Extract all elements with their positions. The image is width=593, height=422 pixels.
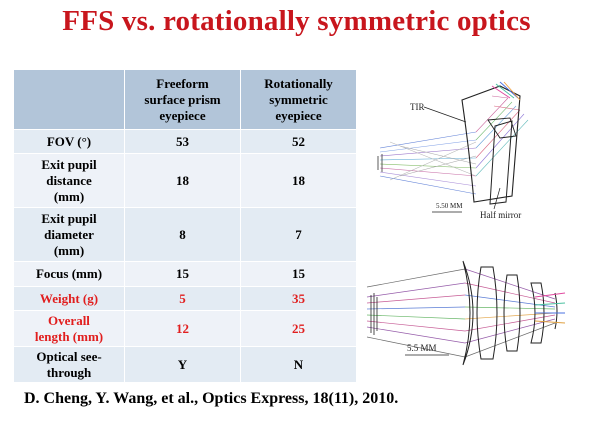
row-label-text: Exit pupil distance (mm) bbox=[41, 156, 97, 204]
cell-freeform: 53 bbox=[124, 129, 241, 154]
rotational-eyepiece-svg: 5.5 MM bbox=[366, 260, 566, 366]
header-rotational-text: Rotationally symmetric eyepiece bbox=[264, 75, 333, 123]
cell-rotational: 18 bbox=[240, 153, 357, 208]
row-label-text: Focus (mm) bbox=[35, 266, 103, 281]
table-row: Exit pupil diameter (mm) 8 7 bbox=[13, 207, 357, 262]
cell-freeform: 18 bbox=[124, 153, 241, 208]
header-cell-freeform: Freeform surface prism eyepiece bbox=[124, 69, 241, 130]
cell-rotational: 15 bbox=[240, 261, 357, 287]
row-label: Exit pupil distance (mm) bbox=[13, 153, 125, 208]
row-label-text: Optical see- through bbox=[36, 348, 102, 380]
cell-rotational: 7 bbox=[240, 207, 357, 262]
freeform-prism-diagram: TIR Half mirror 5.50 MM bbox=[370, 76, 588, 236]
cell-freeform: 12 bbox=[124, 310, 241, 347]
row-label: FOV (°) bbox=[13, 129, 125, 154]
cell-rotational: 52 bbox=[240, 129, 357, 154]
cell-freeform: 8 bbox=[124, 207, 241, 262]
scale-label-top: 5.50 MM bbox=[436, 202, 463, 210]
row-label: Optical see- through bbox=[13, 346, 125, 383]
freeform-prism-svg: TIR Half mirror 5.50 MM bbox=[377, 81, 529, 220]
row-label-text: Exit pupil diameter (mm) bbox=[41, 210, 97, 258]
cell-freeform: Y bbox=[124, 346, 241, 383]
tir-label: TIR bbox=[410, 102, 425, 112]
row-label-text: FOV (°) bbox=[46, 133, 92, 149]
half-mirror-label: Half mirror bbox=[480, 210, 521, 220]
rotational-eyepiece-diagram: 5.5 MM bbox=[365, 253, 590, 371]
cell-freeform: 5 bbox=[124, 286, 241, 311]
row-label-text: Overall length (mm) bbox=[34, 312, 104, 344]
table-row: Weight (g) 5 35 bbox=[13, 286, 357, 311]
cell-rotational: N bbox=[240, 346, 357, 383]
row-label: Overall length (mm) bbox=[13, 310, 125, 347]
row-label: Exit pupil diameter (mm) bbox=[13, 207, 125, 262]
citation: D. Cheng, Y. Wang, et al., Optics Expres… bbox=[24, 390, 399, 407]
scale-label-bottom: 5.5 MM bbox=[407, 343, 437, 353]
header-cell-rotational: Rotationally symmetric eyepiece bbox=[240, 69, 357, 130]
table-row: Optical see- through Y N bbox=[13, 346, 357, 383]
table-row: Exit pupil distance (mm) 18 18 bbox=[13, 153, 357, 208]
table-row: Focus (mm) 15 15 bbox=[13, 261, 357, 287]
row-label: Focus (mm) bbox=[13, 261, 125, 287]
table-row: Overall length (mm) 12 25 bbox=[13, 310, 357, 347]
table-header-row: Freeform surface prism eyepiece Rotation… bbox=[13, 69, 357, 130]
table-row: FOV (°) 53 52 bbox=[13, 129, 357, 154]
header-cell-empty bbox=[13, 69, 125, 130]
cell-rotational: 35 bbox=[240, 286, 357, 311]
comparison-table: Freeform surface prism eyepiece Rotation… bbox=[13, 69, 357, 383]
row-label: Weight (g) bbox=[13, 286, 125, 311]
row-label-text: Weight (g) bbox=[39, 290, 99, 306]
cell-freeform: 15 bbox=[124, 261, 241, 287]
cell-rotational: 25 bbox=[240, 310, 357, 347]
header-freeform-text: Freeform surface prism eyepiece bbox=[144, 75, 221, 123]
slide-title: FFS vs. rotationally symmetric optics bbox=[62, 5, 531, 37]
